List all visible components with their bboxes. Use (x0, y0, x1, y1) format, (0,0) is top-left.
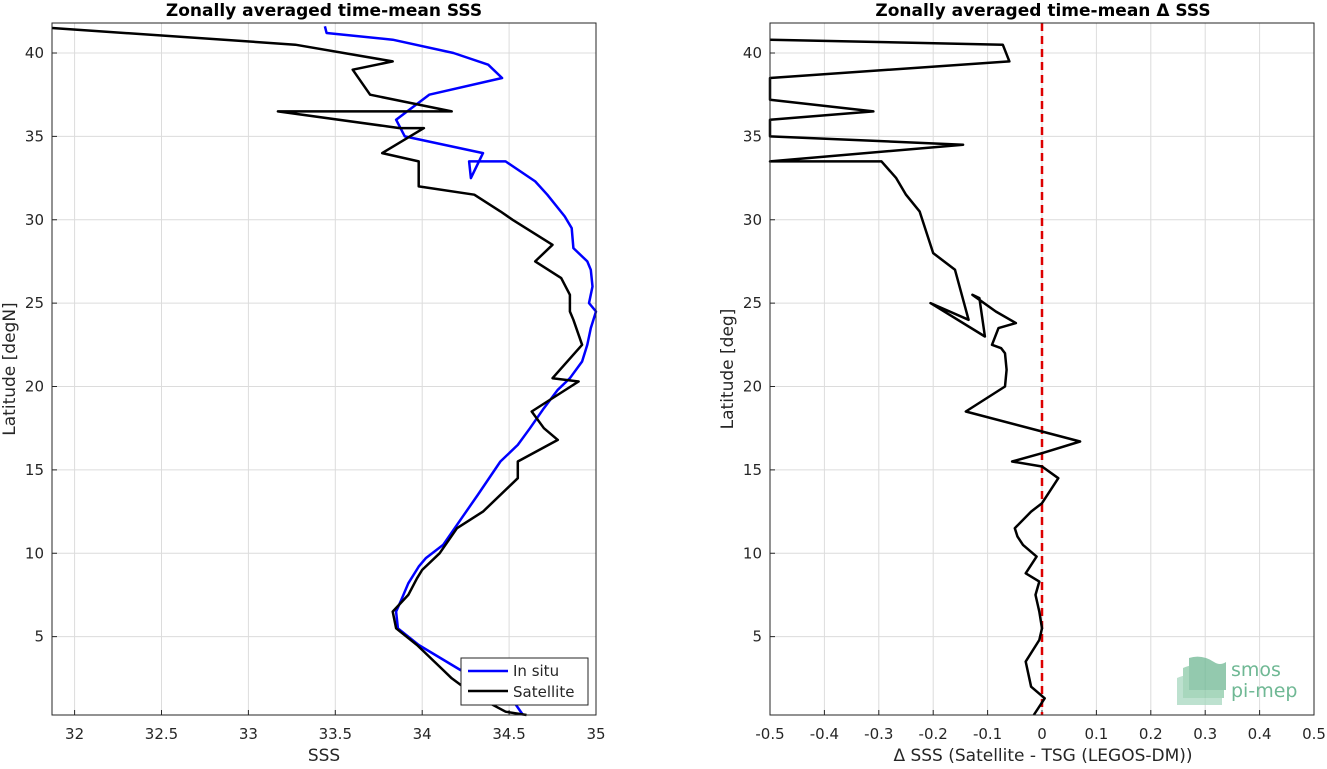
right-xtick-label: -0.4 (810, 725, 839, 743)
left-grid (52, 23, 597, 715)
left-ylabel: Latitude [degN] (0, 302, 20, 435)
right-xtick-label: 0.5 (1302, 725, 1326, 743)
right-axes-frame (769, 22, 1315, 716)
right-xtick-label: -0.2 (919, 725, 948, 743)
left-xlabel: SSS (308, 746, 340, 765)
left-ytick-label: 20 (25, 378, 44, 396)
left-xtick-label: 34 (413, 725, 432, 743)
right-xtick-label: 0.3 (1193, 725, 1217, 743)
right-xtick-label: 0.4 (1248, 725, 1272, 743)
right-xtick-label: -0.3 (864, 725, 893, 743)
left-axes-frame (51, 22, 597, 716)
smos-pi-mep-logo: smos pi-mep (1177, 656, 1297, 705)
left-ytick-label: 25 (25, 294, 44, 312)
right-xtick-label: -0.1 (973, 725, 1002, 743)
right-ylabel: Latitude [deg] (718, 309, 738, 430)
logo-line1: smos (1231, 659, 1281, 681)
left-title: Zonally averaged time-mean SSS (166, 1, 482, 21)
left-series (51, 25, 598, 717)
right-xtick-label: -0.5 (755, 725, 784, 743)
left-ytick-label: 5 (34, 628, 44, 646)
right-xlabel: Δ SSS (Satellite - TSG (LEGOS-DM)) (893, 746, 1192, 765)
left-xtick-label: 33.5 (319, 725, 352, 743)
legend: In situ Satellite (460, 657, 589, 706)
right-ytick-label: 35 (743, 127, 762, 145)
legend-box (460, 657, 589, 706)
left-ytick-label: 10 (25, 544, 44, 562)
right-title: Zonally averaged time-mean Δ SSS (875, 1, 1210, 21)
right-xtick-label: 0.1 (1084, 725, 1108, 743)
left-panel: Zonally averaged time-mean SSS 32 32.5 33 3… (0, 1, 606, 766)
left-xtick-label: 35 (586, 725, 605, 743)
left-ytick-label: 35 (25, 127, 44, 145)
left-xtick-label: 32.5 (145, 725, 178, 743)
right-ytick-label: 20 (743, 378, 762, 396)
left-xtick-label: 34.5 (492, 725, 525, 743)
right-ytick-label: 25 (743, 294, 762, 312)
right-xtick-label: 0 (1037, 725, 1047, 743)
right-tick-labels: -0.5 -0.4 -0.3 -0.2 -0.1 0 0.1 0.2 0.3 0.4 0.5 5 10 1… (743, 44, 1326, 743)
legend-label-satellite: Satellite (513, 683, 574, 701)
right-panel: Zonally averaged time-mean Δ SSS -0.5 -0.… (718, 1, 1326, 766)
left-tick-labels: 32 32.5 33 33.5 34 34.5 35 5 10 15 20 25 30 35 40 (25, 44, 606, 743)
left-series-line-in-situ (323, 25, 598, 716)
left-series-line-satellite (51, 26, 584, 717)
left-ytick-label: 30 (25, 211, 44, 229)
legend-label-in-situ: In situ (513, 662, 559, 680)
left-ytick-label: 15 (25, 461, 44, 479)
right-ytick-label: 30 (743, 211, 762, 229)
left-xtick-label: 33 (239, 725, 258, 743)
right-ytick-label: 5 (752, 628, 762, 646)
right-ytick-label: 10 (743, 544, 762, 562)
right-ytick-label: 40 (743, 44, 762, 62)
logo-wave-graphic (1177, 656, 1226, 705)
left-xtick-label: 32 (65, 725, 84, 743)
logo-line2: pi-mep (1231, 680, 1297, 702)
right-series (768, 38, 1082, 716)
left-ytick-label: 40 (25, 44, 44, 62)
right-series-line-0 (768, 38, 1082, 716)
right-ytick-label: 15 (743, 461, 762, 479)
right-xtick-label: 0.2 (1139, 725, 1163, 743)
